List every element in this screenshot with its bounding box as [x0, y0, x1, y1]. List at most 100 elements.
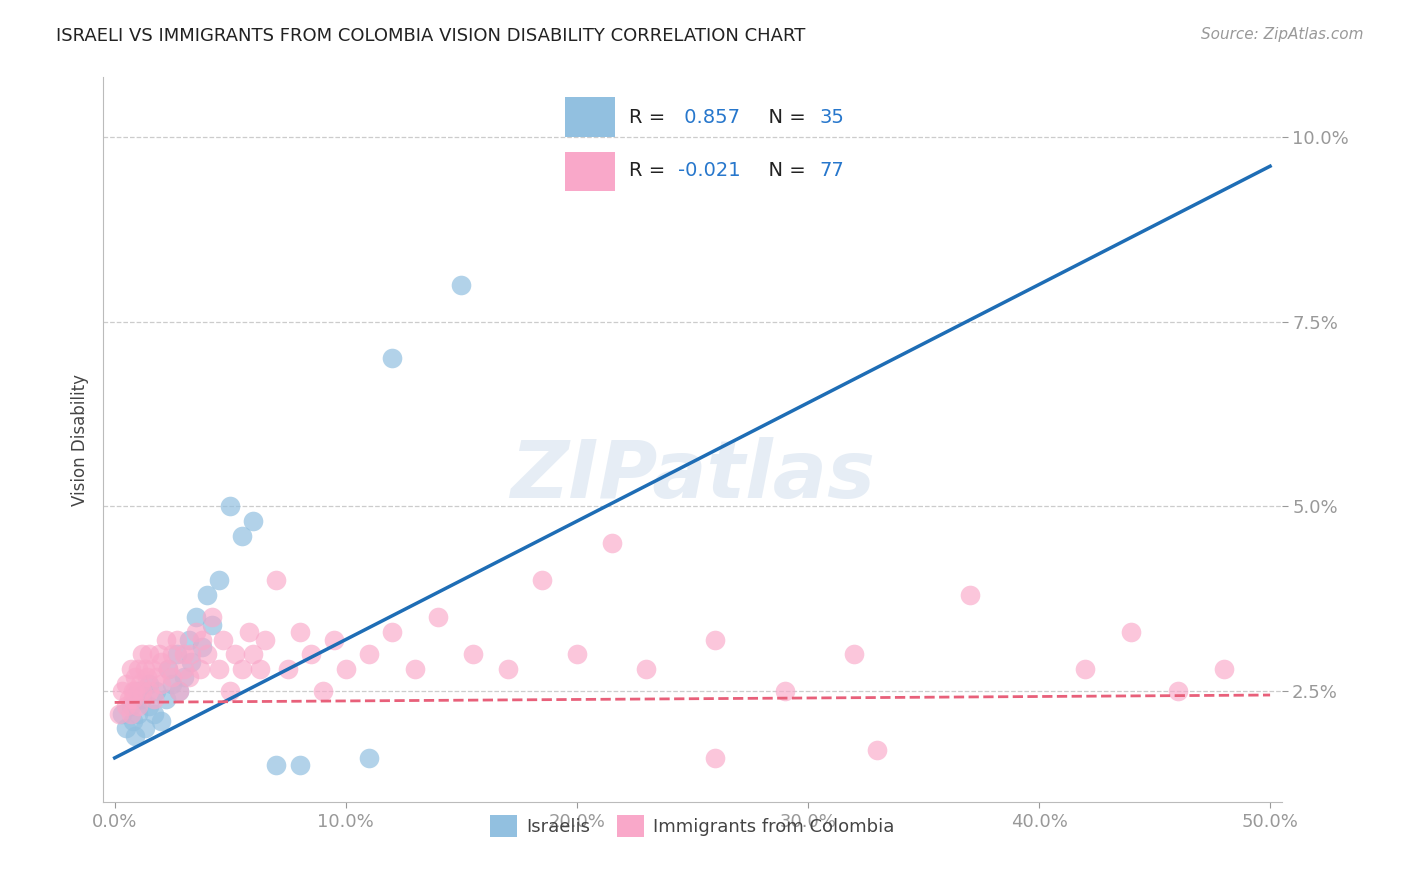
Point: [145, 669, 167, 683]
Point: [219, 684, 242, 698]
Point: [117, 691, 139, 706]
Point: [357, 751, 380, 765]
Point: [191, 632, 214, 647]
Point: [108, 706, 131, 721]
Point: [381, 351, 404, 366]
Point: [959, 588, 981, 602]
Y-axis label: Vision Disability: Vision Disability: [72, 374, 89, 506]
Point: [565, 648, 588, 662]
Point: [191, 640, 214, 654]
Legend: Israelis, Immigrants from Colombia: Israelis, Immigrants from Colombia: [482, 807, 903, 844]
Point: [127, 684, 149, 698]
Point: [162, 677, 184, 691]
Point: [249, 662, 271, 676]
Point: [120, 706, 142, 721]
Point: [138, 677, 160, 691]
Point: [335, 662, 357, 676]
Point: [127, 706, 149, 721]
Point: [531, 574, 554, 588]
Point: [127, 662, 149, 676]
Point: [173, 662, 195, 676]
Point: [115, 677, 138, 691]
Point: [195, 588, 218, 602]
Point: [288, 625, 311, 640]
Point: [1121, 625, 1143, 640]
Point: [208, 662, 231, 676]
Point: [266, 574, 288, 588]
Point: [427, 610, 450, 624]
Point: [461, 648, 484, 662]
Point: [166, 648, 188, 662]
Point: [266, 758, 288, 772]
Point: [311, 684, 333, 698]
Point: [299, 648, 322, 662]
Point: [242, 514, 264, 528]
Point: [129, 677, 152, 691]
Point: [169, 684, 191, 698]
Point: [136, 669, 159, 683]
Point: [404, 662, 426, 676]
Point: [149, 714, 172, 728]
Point: [180, 655, 202, 669]
Point: [127, 699, 149, 714]
Point: [238, 625, 260, 640]
Point: [122, 684, 145, 698]
Point: [636, 662, 658, 676]
Point: [122, 714, 145, 728]
Point: [120, 699, 142, 714]
Point: [866, 743, 889, 757]
Point: [156, 662, 179, 676]
Point: [219, 500, 242, 514]
Point: [173, 669, 195, 683]
Point: [224, 648, 246, 662]
Point: [110, 684, 132, 698]
Point: [143, 706, 166, 721]
Point: [124, 669, 146, 683]
Point: [155, 632, 177, 647]
Point: [143, 691, 166, 706]
Point: [208, 574, 231, 588]
Point: [381, 625, 404, 640]
Point: [195, 648, 218, 662]
Point: [124, 684, 146, 698]
Point: [149, 655, 172, 669]
Point: [131, 684, 153, 698]
Point: [162, 669, 184, 683]
Point: [288, 758, 311, 772]
Point: [277, 662, 299, 676]
Point: [134, 662, 156, 676]
Point: [120, 662, 142, 676]
Point: [704, 751, 727, 765]
Point: [242, 648, 264, 662]
Point: [145, 684, 167, 698]
Point: [138, 699, 160, 714]
Text: ISRAELI VS IMMIGRANTS FROM COLOMBIA VISION DISABILITY CORRELATION CHART: ISRAELI VS IMMIGRANTS FROM COLOMBIA VISI…: [56, 27, 806, 45]
Point: [115, 721, 138, 735]
Point: [138, 684, 160, 698]
Point: [177, 632, 200, 647]
Point: [173, 648, 195, 662]
Text: ZIPatlas: ZIPatlas: [510, 437, 875, 515]
Point: [184, 625, 207, 640]
Point: [156, 662, 179, 676]
Point: [773, 684, 796, 698]
Point: [131, 648, 153, 662]
Point: [155, 691, 177, 706]
Point: [131, 691, 153, 706]
Point: [149, 677, 172, 691]
Point: [169, 684, 191, 698]
Text: Source: ZipAtlas.com: Source: ZipAtlas.com: [1201, 27, 1364, 42]
Point: [110, 706, 132, 721]
Point: [253, 632, 276, 647]
Point: [212, 632, 235, 647]
Point: [844, 648, 866, 662]
Point: [115, 699, 138, 714]
Point: [1167, 684, 1189, 698]
Point: [141, 662, 163, 676]
Point: [124, 729, 146, 743]
Point: [323, 632, 346, 647]
Point: [201, 610, 224, 624]
Point: [1074, 662, 1097, 676]
Point: [134, 721, 156, 735]
Point: [231, 529, 253, 543]
